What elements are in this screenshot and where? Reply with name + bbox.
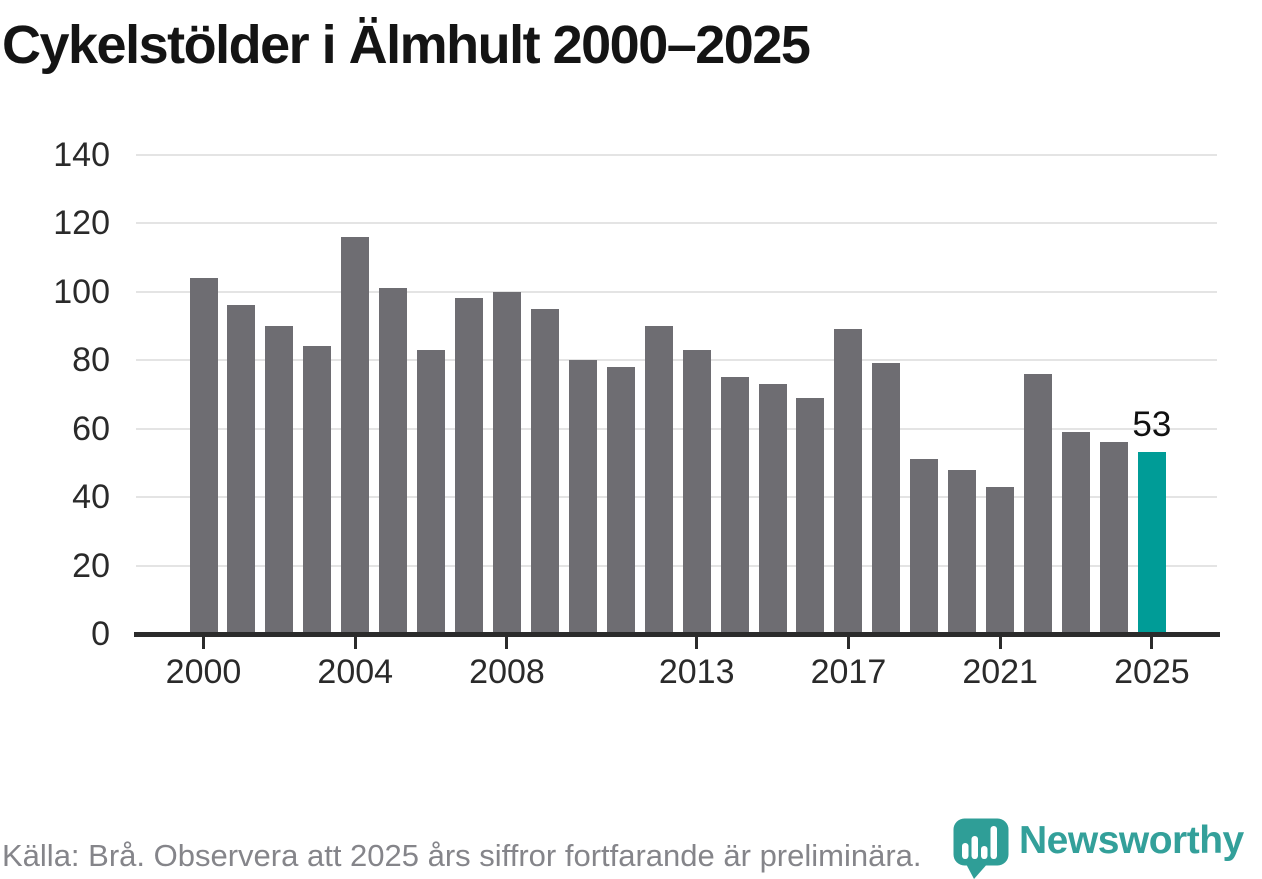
x-tick-label-2025: 2025 [1114, 653, 1190, 691]
bar-2011 [606, 366, 635, 634]
x-axis-line [134, 632, 1220, 637]
y-tick-label-140: 140 [53, 135, 110, 174]
highlight-value-label: 53 [1132, 405, 1172, 445]
x-tick-mark-2017 [846, 636, 850, 649]
bar-2001 [227, 305, 256, 634]
y-tick-label-40: 40 [72, 478, 110, 516]
x-tick-label-2021: 2021 [962, 653, 1038, 691]
bar-2009 [530, 308, 559, 634]
x-tick-mark-2013 [695, 636, 699, 649]
gridline-80 [136, 359, 1217, 361]
gridline-120 [136, 222, 1217, 224]
x-tick-label-2004: 2004 [317, 653, 394, 691]
bar-2018 [872, 363, 901, 634]
gridline-140 [136, 153, 1217, 156]
gridline-100 [136, 290, 1217, 293]
x-tick-mark-2008 [505, 636, 509, 649]
bar-2020 [948, 469, 977, 634]
bar-2006 [417, 349, 446, 634]
bar-2004 [341, 236, 370, 634]
x-tick-mark-2000 [202, 636, 205, 649]
y-tick-label-80: 80 [72, 341, 110, 379]
y-tick-label-20: 20 [72, 546, 110, 585]
bar-2002 [265, 325, 294, 634]
y-tick-label-60: 60 [72, 409, 110, 448]
newsworthy-bubble-barchart-icon [953, 818, 1009, 879]
gridline-60 [136, 427, 1217, 430]
bar-2008 [492, 291, 521, 634]
newsworthy-logo: Newsworthy [953, 818, 1244, 879]
source-note: Källa: Brå. Observera att 2025 års siffr… [2, 838, 922, 873]
y-tick-label-120: 120 [53, 204, 110, 242]
x-tick-label-2013: 2013 [658, 653, 735, 691]
bar-2025 [1137, 452, 1166, 634]
gridline-20 [136, 564, 1217, 567]
gridline-40 [136, 496, 1217, 498]
bar-2010 [568, 360, 597, 634]
chart-title: Cykelstölder i Älmhult 2000–2025 [2, 15, 811, 75]
bar-2022 [1024, 373, 1053, 634]
y-tick-label-0: 0 [91, 615, 110, 653]
bar-2003 [303, 346, 332, 634]
y-tick-label-100: 100 [53, 272, 110, 311]
x-tick-label-2000: 2000 [165, 653, 242, 691]
bar-2016 [796, 397, 825, 634]
x-tick-mark-2004 [353, 636, 357, 649]
bar-2017 [834, 329, 863, 634]
x-tick-mark-2025 [1150, 636, 1154, 649]
bar-2023 [1062, 431, 1091, 634]
bar-2000 [189, 277, 218, 634]
bar-2014 [720, 377, 749, 634]
bar-2007 [455, 298, 484, 634]
bar-2021 [986, 486, 1015, 634]
bar-2013 [682, 349, 711, 634]
bar-2005 [379, 288, 408, 634]
bar-2024 [1099, 442, 1128, 634]
x-tick-label-2017: 2017 [810, 653, 887, 691]
bar-2012 [644, 325, 673, 634]
x-tick-label-2008: 2008 [469, 653, 545, 691]
x-tick-mark-2021 [998, 636, 1002, 649]
newsworthy-wordmark: Newsworthy [1019, 819, 1244, 862]
bar-2015 [758, 383, 787, 634]
bar-2019 [910, 459, 939, 634]
